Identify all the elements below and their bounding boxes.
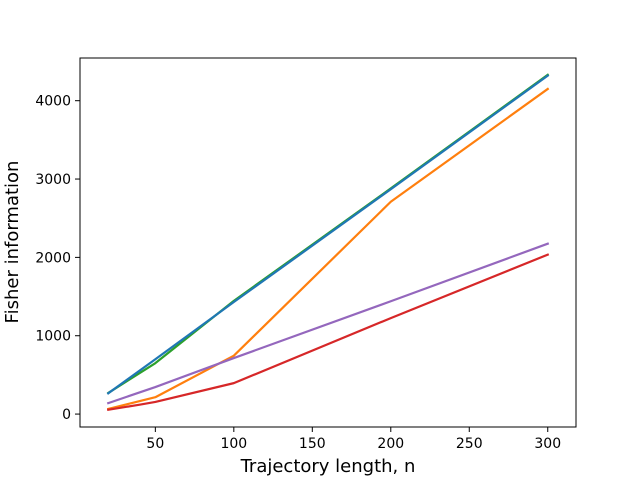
x-axis-label: Trajectory length, n [240, 456, 416, 477]
y-tick-label: 4000 [35, 94, 71, 110]
x-tick-label: 200 [377, 436, 404, 452]
series-line-3 [106, 87, 550, 411]
series-line-5 [106, 253, 550, 412]
y-tick-label: 1000 [35, 329, 71, 345]
x-tick-label: 150 [299, 436, 326, 452]
series-layer [106, 73, 550, 412]
x-tick-label: 100 [220, 436, 247, 452]
x-tick-label: 50 [146, 436, 164, 452]
y-tick-label: 3000 [35, 172, 71, 188]
plot-frame [79, 57, 577, 428]
series-line-4 [106, 242, 550, 405]
series-line-2 [106, 74, 550, 395]
x-tick-label: 250 [456, 436, 483, 452]
x-tick-label: 300 [534, 436, 561, 452]
y-tick-label: 0 [62, 407, 71, 423]
y-tick-label: 2000 [35, 250, 71, 266]
y-axis-label: Fisher information [2, 161, 23, 324]
